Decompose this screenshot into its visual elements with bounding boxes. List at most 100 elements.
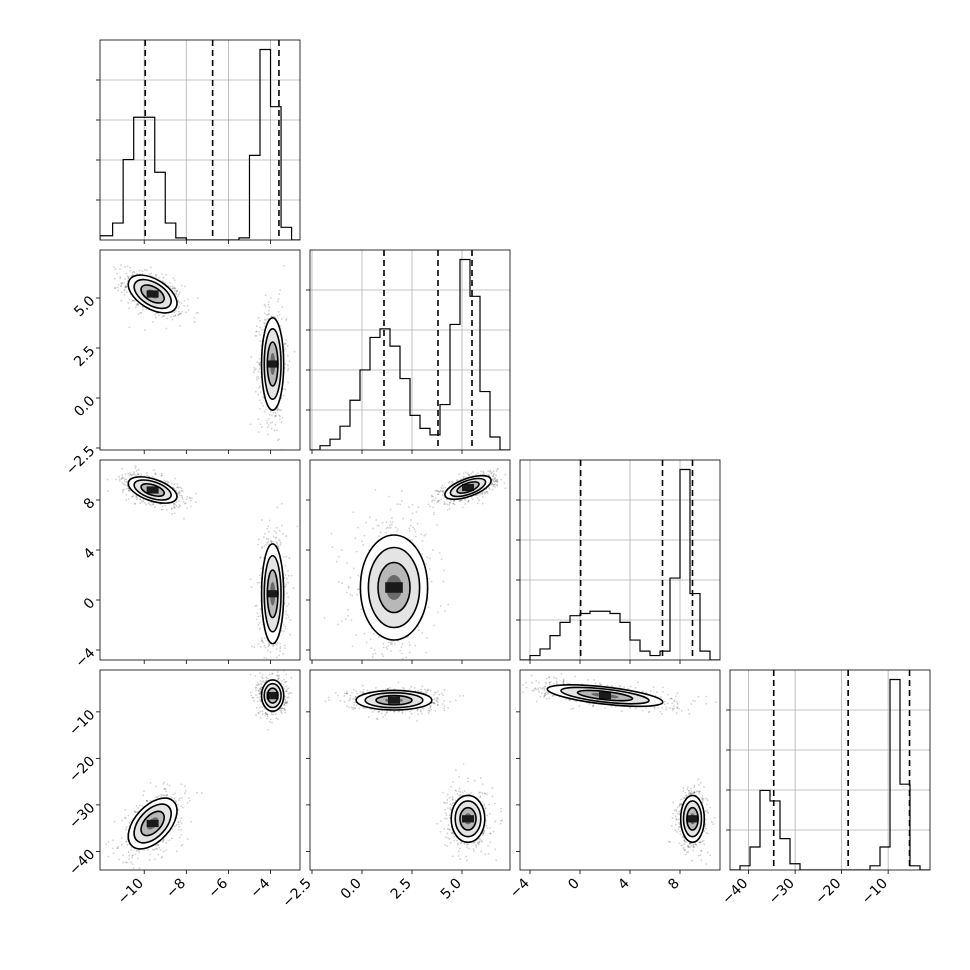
sample-point (120, 478, 123, 481)
sample-point (176, 295, 179, 298)
sample-point (284, 625, 286, 628)
sample-point (258, 319, 261, 322)
sample-point (259, 687, 262, 690)
sample-point (122, 477, 125, 480)
sample-point (124, 286, 127, 289)
sample-point (173, 512, 176, 515)
sample-point (258, 706, 261, 709)
sample-point (496, 480, 499, 483)
sample-point (426, 556, 429, 559)
sample-point (279, 647, 282, 650)
sample-point (253, 646, 256, 649)
sample-point (114, 268, 117, 271)
sample-point (258, 368, 261, 370)
sample-point (276, 300, 279, 303)
sample-point (259, 615, 262, 618)
sample-point (260, 676, 263, 679)
sample-point (175, 290, 178, 293)
sample-point (179, 486, 182, 489)
sample-point (171, 285, 174, 288)
sample-point (259, 645, 262, 648)
density-contour-line (266, 341, 279, 387)
sample-point (431, 500, 433, 503)
sample-point (387, 641, 390, 644)
sample-point (267, 541, 270, 543)
sample-point (258, 621, 261, 624)
sample-point (171, 512, 174, 515)
sample-point (131, 274, 134, 277)
sample-point (278, 313, 281, 316)
sample-point (112, 839, 114, 842)
sample-point (177, 313, 180, 316)
sample-point (154, 785, 157, 788)
sample-point (168, 839, 171, 842)
sample-point (494, 480, 497, 482)
sample-point (415, 511, 418, 513)
sample-point (179, 494, 181, 497)
sample-point (284, 564, 287, 567)
sample-point (493, 483, 495, 486)
sample-point (125, 499, 128, 501)
sample-point (128, 277, 130, 279)
histogram-step-3 (730, 678, 930, 870)
sample-point (268, 309, 270, 312)
sample-point (276, 641, 279, 644)
panel-frame (519, 459, 721, 661)
density-contour-line (133, 803, 172, 844)
sample-point (173, 483, 176, 486)
sample-point (172, 793, 175, 796)
sample-point (154, 473, 157, 476)
sample-point (173, 286, 175, 289)
sample-point (171, 318, 174, 321)
sample-point (127, 472, 130, 475)
sample-point (489, 470, 492, 473)
sample-point (138, 269, 141, 272)
sample-point (249, 423, 252, 426)
sample-point (136, 473, 139, 476)
sample-point (174, 506, 176, 509)
sample-point (180, 487, 183, 490)
sample-point (130, 474, 133, 477)
sample-point (182, 517, 185, 520)
sample-point (494, 476, 497, 479)
density-panel-content (105, 670, 293, 870)
sample-point (441, 490, 444, 493)
density-contour-line (127, 797, 178, 850)
sample-point (258, 363, 261, 366)
sample-point (158, 277, 160, 279)
sample-point (134, 503, 136, 505)
panel-frame (309, 459, 511, 661)
sample-point (162, 276, 165, 279)
sample-point (369, 638, 372, 641)
sample-point (172, 277, 175, 280)
sample-point (462, 475, 465, 478)
sample-point (440, 498, 443, 501)
sample-point (279, 415, 281, 418)
sample-point (250, 694, 253, 697)
sample-point (429, 557, 431, 560)
sample-point (256, 612, 259, 615)
sample-point (361, 540, 363, 543)
sample-point (496, 484, 499, 487)
sample-point (127, 498, 130, 500)
sample-point (284, 647, 286, 650)
sample-point (258, 334, 261, 336)
sample-point (463, 476, 465, 479)
sample-point (335, 560, 338, 563)
sample-point (174, 799, 177, 802)
sample-point (379, 531, 382, 534)
sample-point (376, 524, 379, 527)
sample-point (174, 792, 176, 795)
sample-point (483, 492, 486, 495)
sample-point (165, 273, 168, 276)
sample-point (281, 707, 284, 710)
sample-point (160, 795, 163, 797)
sample-point (149, 781, 152, 784)
sample-point (185, 498, 188, 501)
sample-point (467, 499, 470, 502)
sample-point (496, 484, 499, 487)
sample-point (391, 640, 393, 643)
density-contour-line (449, 477, 487, 498)
sample-point (178, 491, 181, 494)
sample-point (284, 585, 287, 588)
